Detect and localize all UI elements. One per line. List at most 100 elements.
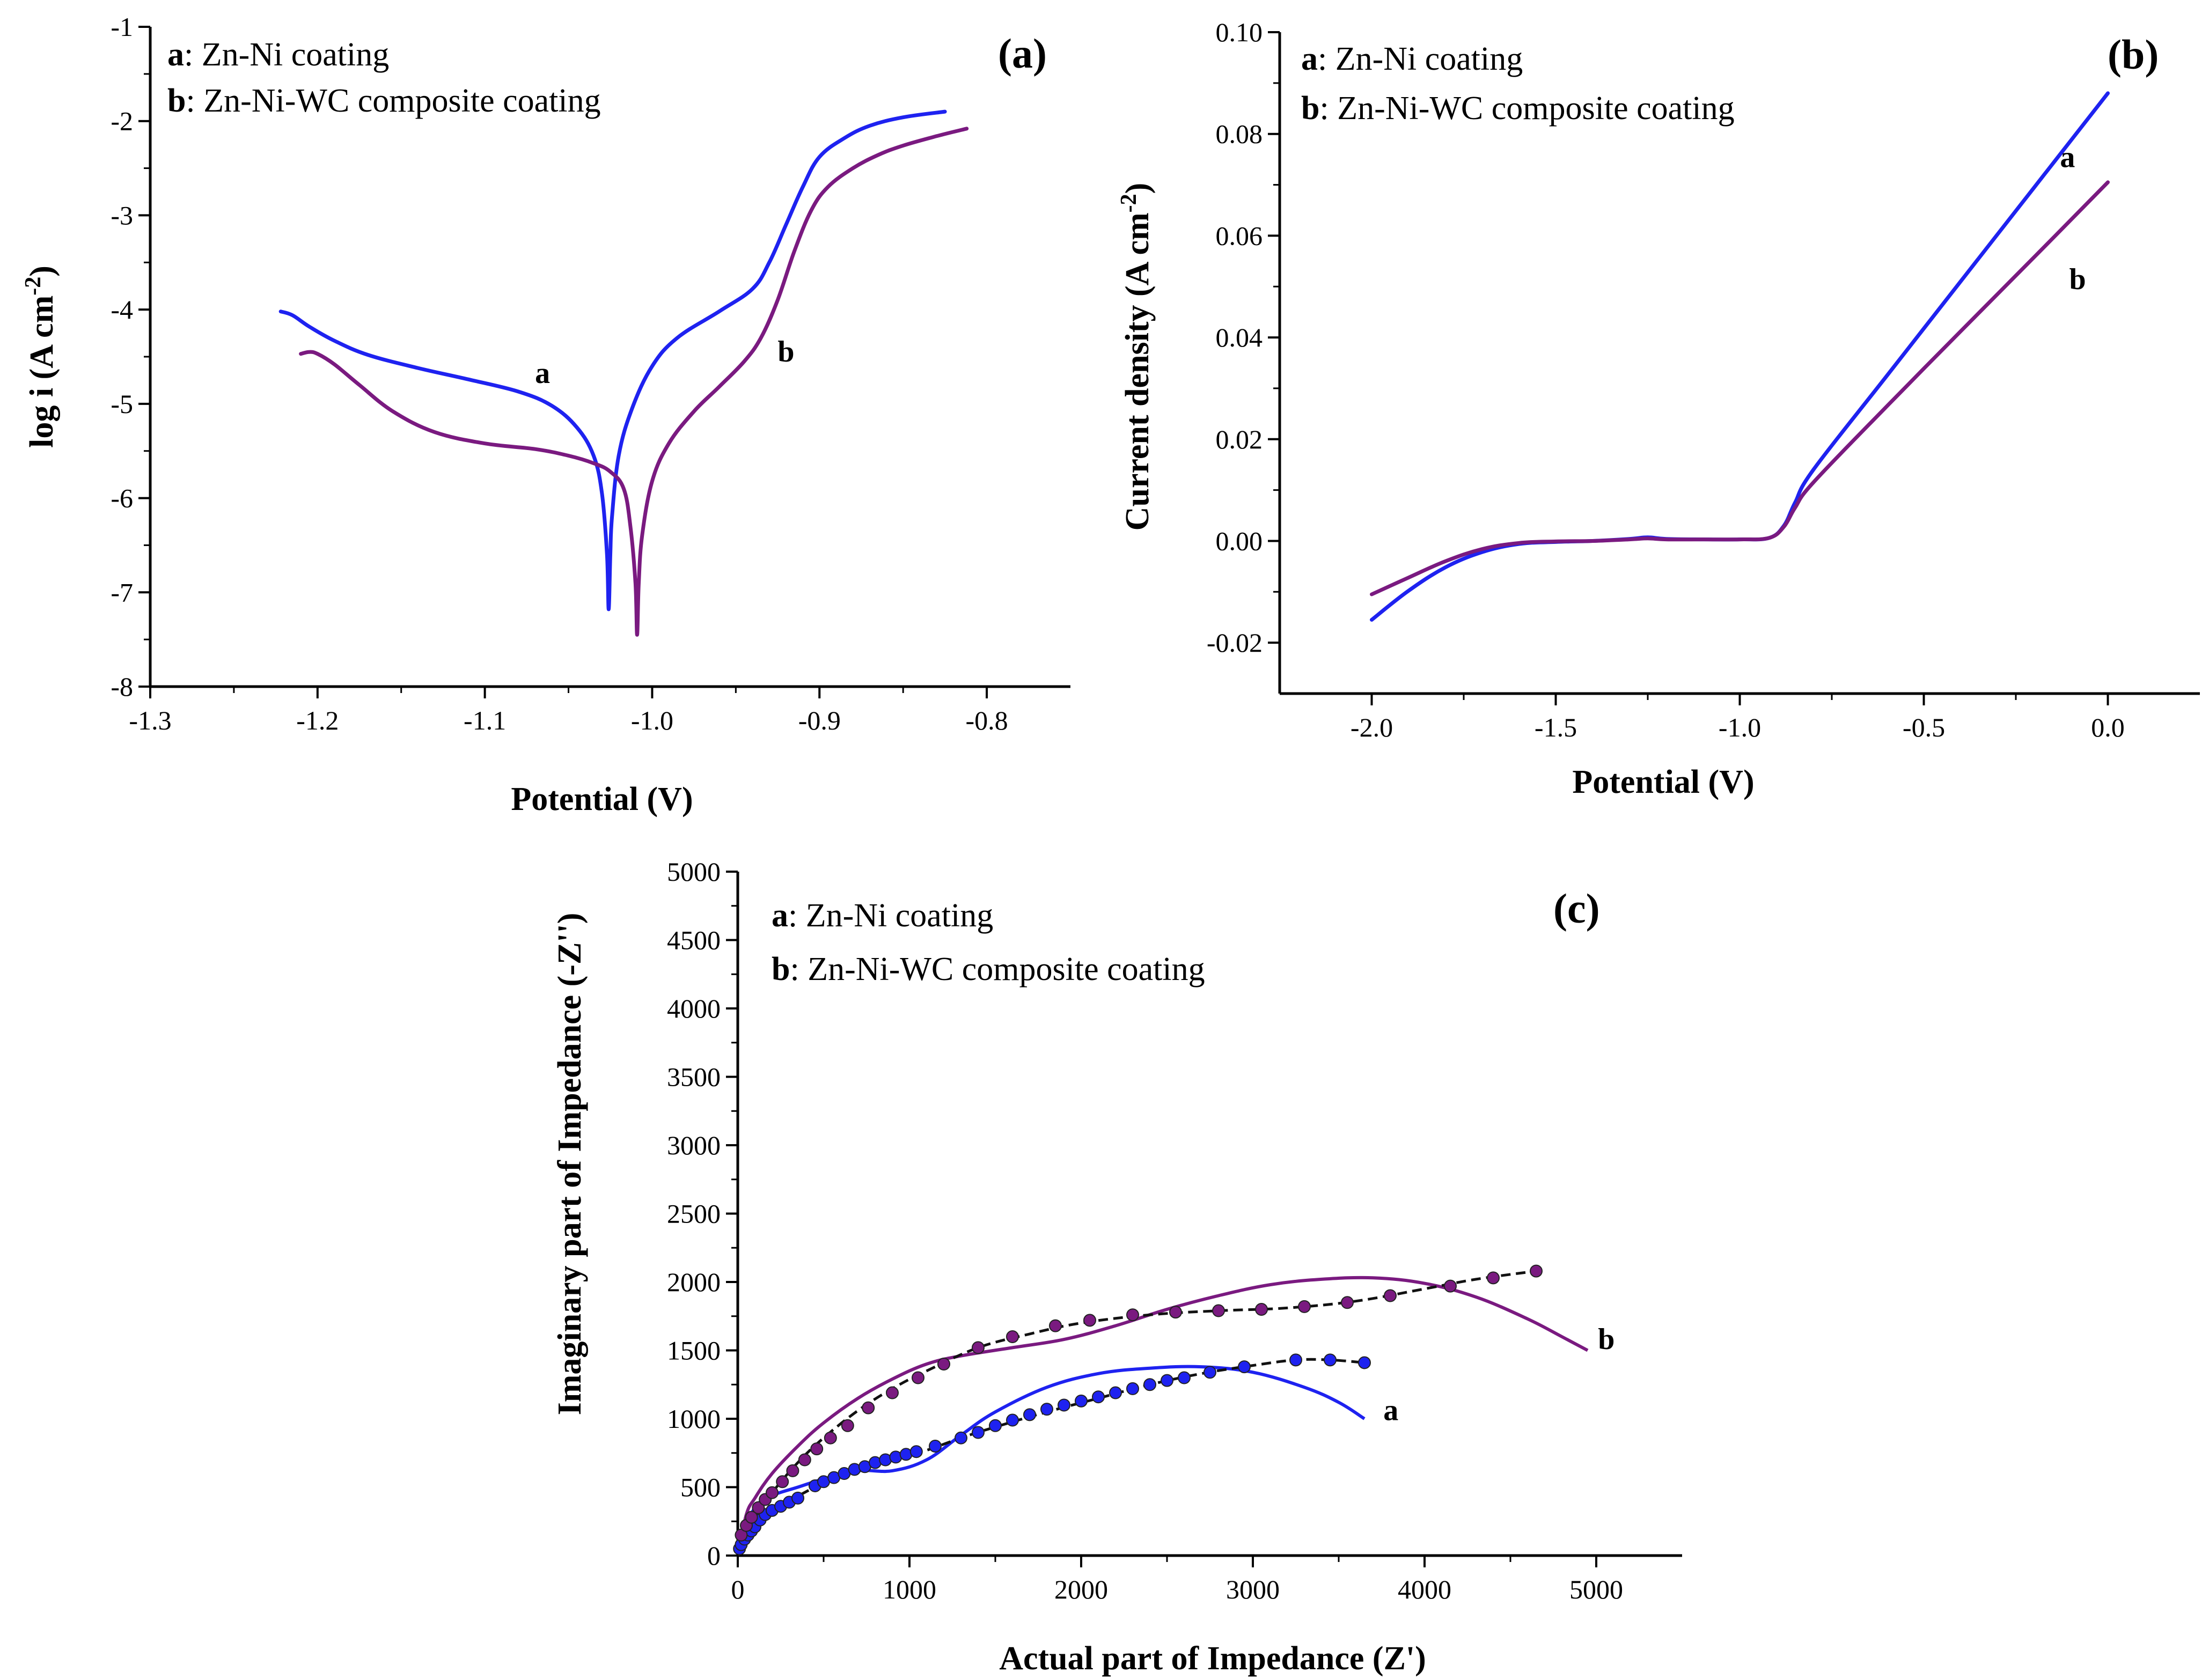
panel-c-series-a-point xyxy=(1203,1366,1216,1379)
panel-b-y-axis-title-close: ) xyxy=(1119,183,1156,194)
panel-b: -2.0 -1.5 -1.0 -0.5 0.0 -0.02 0.00 0.02 0.04 0.0… xyxy=(1117,17,2200,800)
panel-c: 0 1000 2000 3000 4000 5000 0 500 1000 1500 2000 25… xyxy=(552,857,1682,1677)
panel-a-xtick-label: -0.9 xyxy=(798,705,841,735)
panel-a-curves xyxy=(278,109,969,637)
panel-a-legend-b: b: Zn-Ni-WC composite coating xyxy=(167,83,601,119)
panel-b-legend-a: a: Zn-Ni coating xyxy=(1301,41,1523,77)
panel-a-xtick-labels: -1.3 -1.2 -1.1 -1.0 -0.9 -0.8 xyxy=(129,705,1008,735)
panel-c-series-b-point xyxy=(886,1386,899,1399)
panel-c-xticks xyxy=(737,1556,1597,1567)
panel-b-ytick-label: 0.02 xyxy=(1216,424,1263,454)
panel-a-ytick-label: -1 xyxy=(111,12,133,42)
panel-c-series-a-point xyxy=(1109,1386,1122,1399)
panel-c-series-a-point xyxy=(791,1491,804,1505)
panel-c-series-a-point xyxy=(1040,1403,1053,1416)
panel-b-xtick-label: 0.0 xyxy=(2091,712,2125,742)
panel-c-series-a-point xyxy=(972,1426,985,1439)
panel-a-legend-a-text: : Zn-Ni coating xyxy=(184,36,389,73)
panel-c-series-b-point xyxy=(766,1486,779,1499)
panel-c-series-b-point xyxy=(1169,1306,1182,1319)
panel-c-series-b-point xyxy=(1255,1303,1268,1316)
panel-c-series-a-point xyxy=(1023,1408,1036,1421)
panel-c-series-b-point xyxy=(1487,1271,1500,1285)
panel-b-xtick-labels: -2.0 -1.5 -1.0 -0.5 0.0 xyxy=(1351,712,2125,742)
panel-c-legend-b-key: b xyxy=(772,951,790,988)
panel-a-xtick-label: -1.1 xyxy=(464,705,506,735)
panel-a-yticks xyxy=(138,26,150,688)
panel-a-ytick-label: -5 xyxy=(111,389,133,419)
panel-a-xticks xyxy=(149,687,988,698)
panel-b-ytick-labels: -0.02 0.00 0.02 0.04 0.06 0.08 0.10 xyxy=(1207,17,1263,658)
panel-c-series-b-point xyxy=(1444,1279,1457,1293)
panel-c-series-a-point xyxy=(929,1440,942,1453)
panel-b-xtick-label: -2.0 xyxy=(1351,712,1393,742)
panel-c-series-a-point xyxy=(989,1419,1002,1432)
panel-c-series-b-point xyxy=(841,1419,854,1432)
panel-b-x-axis-title: Potential (V) xyxy=(1572,764,1754,800)
panel-b-ytick-label: 0.06 xyxy=(1216,220,1263,250)
panel-b-curve-label-b: b xyxy=(2069,263,2086,296)
panel-b-series-b xyxy=(1370,180,2110,596)
panel-b-yticks xyxy=(1268,31,1280,644)
panel-c-series-b-point xyxy=(786,1464,799,1477)
panel-c-x-axis-title: Actual part of Impedance (Z') xyxy=(999,1640,1426,1677)
panel-c-ytick-label: 2000 xyxy=(667,1267,721,1297)
panel-a-series-a xyxy=(278,109,947,611)
panel-a-ytick-label: -8 xyxy=(111,672,133,702)
panel-c-series-b-point xyxy=(752,1501,765,1514)
panel-b-ytick-label: 0.00 xyxy=(1216,526,1263,556)
panel-b-y-axis-title-sup: -2 xyxy=(1117,194,1141,212)
panel-b-curve-label-a: a xyxy=(2060,141,2075,174)
panel-c-xtick-label: 3000 xyxy=(1226,1574,1280,1604)
panel-a-ytick-label: -7 xyxy=(111,577,133,607)
panel-b-legend-a-key: a xyxy=(1301,41,1318,77)
panel-a-legend-a: a: Zn-Ni coating xyxy=(167,36,389,73)
panel-c-series-a-point xyxy=(1006,1413,1019,1427)
panel-b-xticks xyxy=(1370,694,2109,705)
panel-c-curve-label-b: b xyxy=(1598,1323,1614,1356)
panel-c-series-b-point xyxy=(745,1510,758,1524)
panel-c-series-b-point xyxy=(862,1401,875,1414)
panel-c-series-a-point xyxy=(1161,1374,1173,1387)
panel-c-series-b-point xyxy=(1384,1289,1397,1302)
panel-c-series-b-fit xyxy=(736,1270,1537,1557)
panel-c-series-b-point xyxy=(1126,1308,1139,1322)
panel-c-ytick-label: 4500 xyxy=(667,925,721,955)
panel-c-series-a-point xyxy=(1092,1390,1105,1404)
panel-b-xtick-label: -1.0 xyxy=(1719,712,1761,742)
panel-c-series-a-point xyxy=(909,1445,923,1458)
panel-c-ytick-label: 1000 xyxy=(667,1404,721,1434)
panel-c-series-b-point xyxy=(1212,1304,1225,1317)
panel-c-curve-label-a: a xyxy=(1383,1394,1398,1427)
panel-c-xtick-label: 1000 xyxy=(883,1574,936,1604)
panel-c-series-b-point xyxy=(810,1442,824,1456)
panel-a-curve-label-a: a xyxy=(535,357,550,390)
panel-b-curve-labels: ab xyxy=(2060,141,2086,296)
panel-c-xtick-label: 2000 xyxy=(1054,1574,1108,1604)
panel-a-y-axis-title-close: ) xyxy=(24,266,60,277)
panel-a-legend-b-text: : Zn-Ni-WC composite coating xyxy=(186,83,600,119)
panel-a-xtick-label: -1.3 xyxy=(129,705,171,735)
panel-a-xtick-label: -1.0 xyxy=(631,705,673,735)
panel-c-series-b-point xyxy=(937,1358,950,1370)
panel-c-series-b-point xyxy=(1530,1264,1543,1278)
panel-c-series-a-point xyxy=(955,1431,967,1445)
panel-c-series-a-point xyxy=(1358,1356,1371,1369)
panel-c-series-b-point xyxy=(776,1475,789,1489)
panel-b-xtick-label: -0.5 xyxy=(1903,712,1945,742)
panel-c-ytick-label: 3500 xyxy=(667,1062,721,1092)
panel-b-legend-a-text: : Zn-Ni coating xyxy=(1318,41,1523,77)
panel-a-y-axis-title: log i (A cm-2) xyxy=(21,266,60,448)
panel-a-ytick-label: -4 xyxy=(111,294,133,325)
panel-b-legend-b-text: : Zn-Ni-WC composite coating xyxy=(1319,90,1734,127)
panel-c-series-b-point xyxy=(1049,1319,1062,1332)
panel-c-yticks xyxy=(726,871,738,1557)
panel-a-xtick-label: -1.2 xyxy=(296,705,339,735)
panel-a-curve-label-b: b xyxy=(777,335,794,369)
panel-a-series-b xyxy=(299,127,969,637)
panel-a-y-axis-title-main: log i (A cm xyxy=(24,296,60,448)
panel-b-ytick-label: 0.10 xyxy=(1216,17,1263,47)
panel-c-legend-a: a: Zn-Ni coating xyxy=(772,897,993,934)
panel-a-label: (a) xyxy=(998,30,1047,77)
